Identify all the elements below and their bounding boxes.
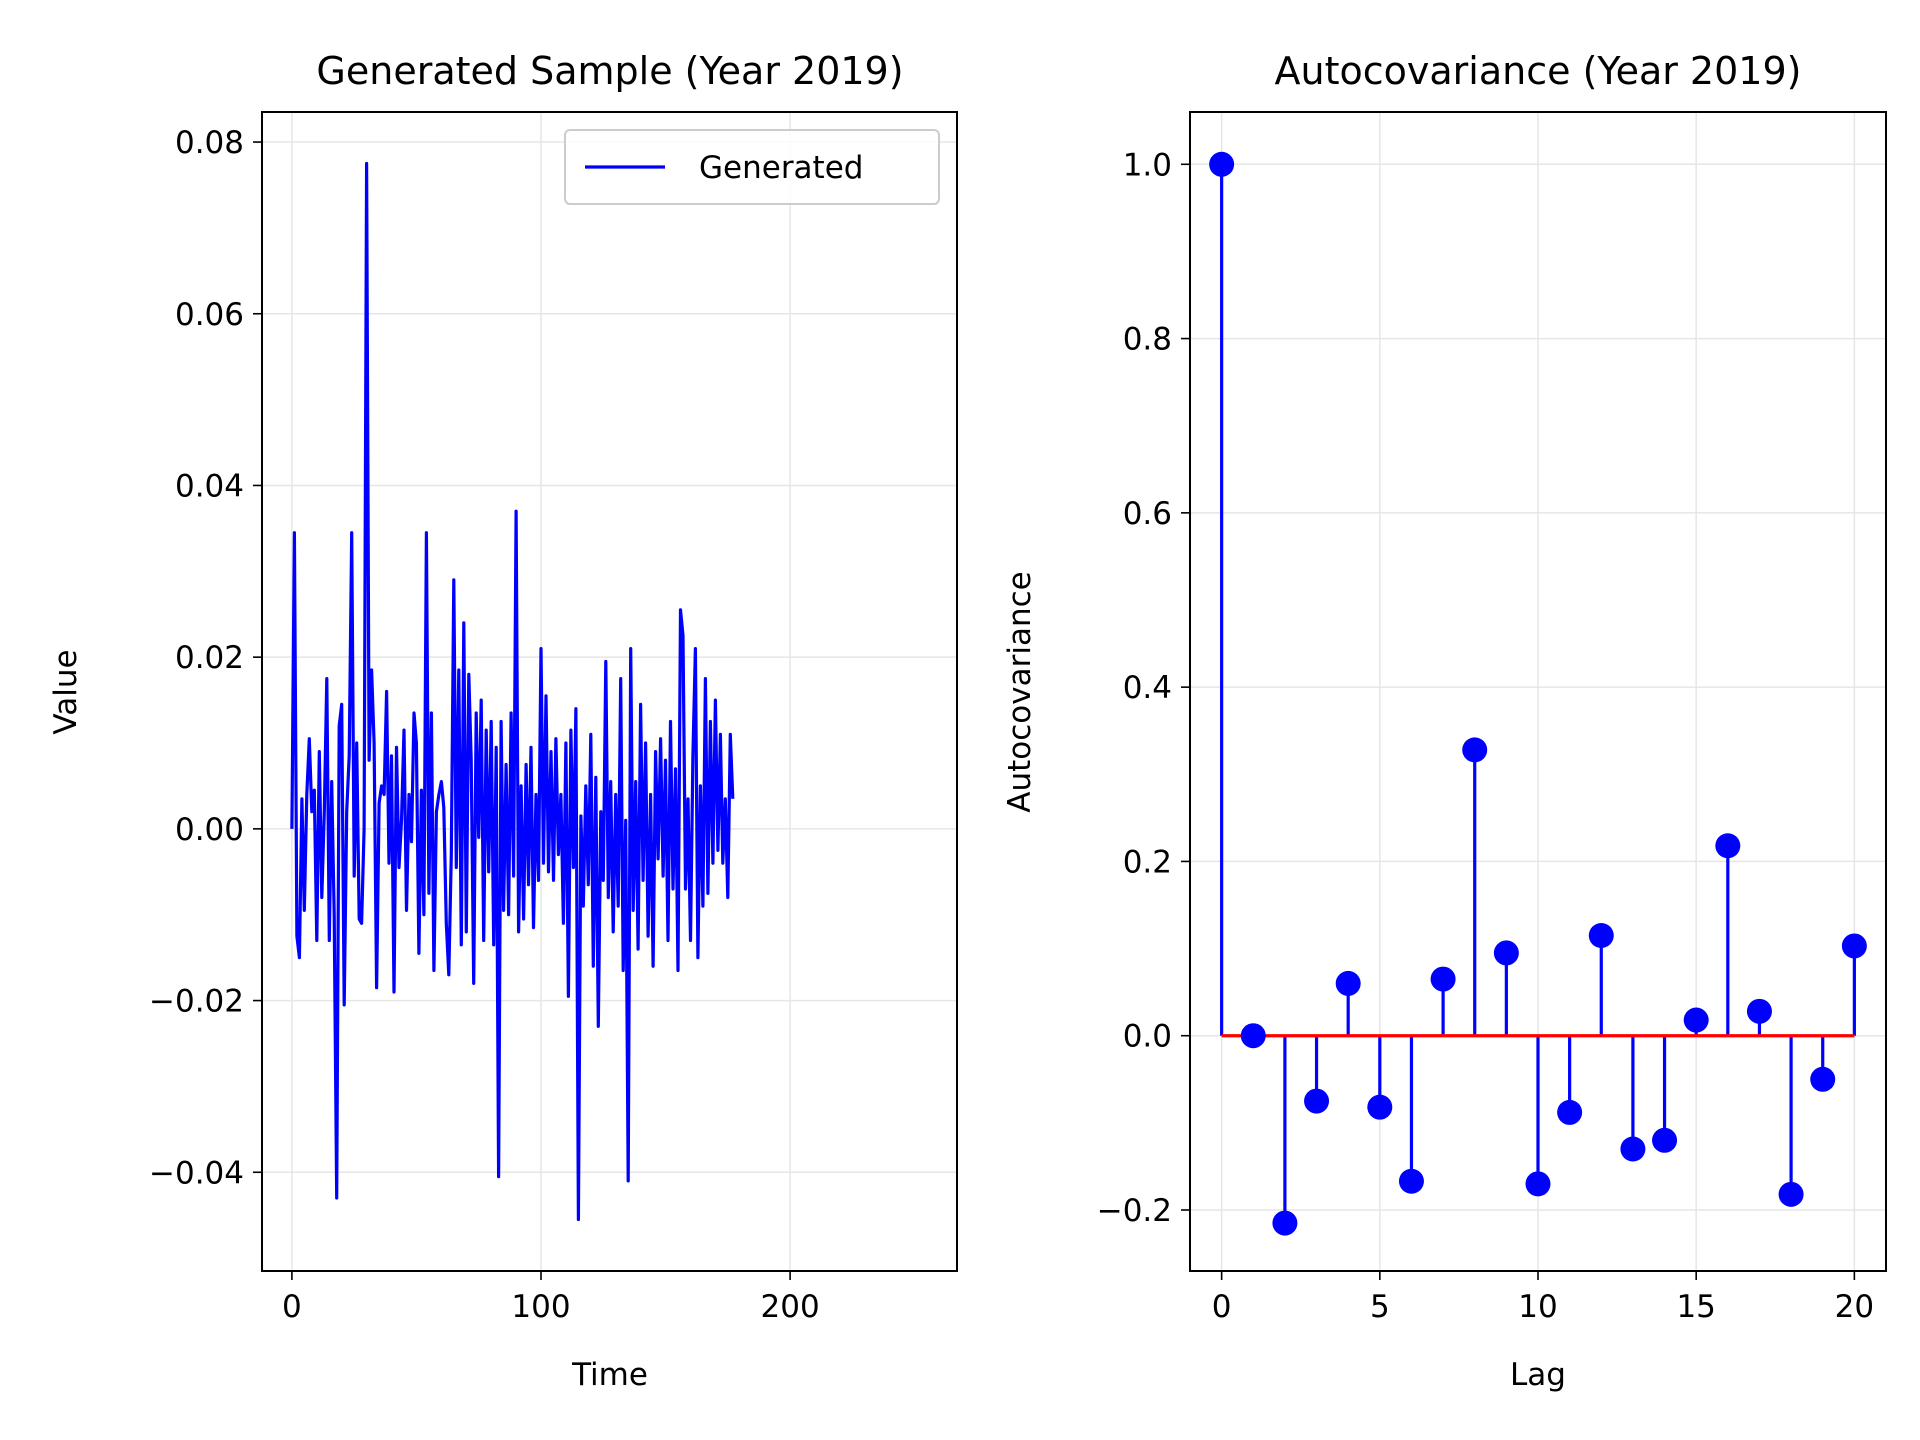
stem-marker <box>1335 970 1361 996</box>
x-tick-label: 0 <box>1212 1289 1232 1325</box>
stem-marker <box>1493 940 1519 966</box>
x-tick-label: 5 <box>1370 1289 1390 1325</box>
stem-marker <box>1841 933 1867 959</box>
stem-marker <box>1652 1127 1678 1153</box>
x-tick-label: 100 <box>511 1289 570 1325</box>
legend-label: Generated <box>699 150 863 186</box>
y-tick-label: 1.0 <box>1123 147 1172 183</box>
plot-area <box>290 161 735 1222</box>
chart-title: Autocovariance (Year 2019) <box>1275 49 1802 93</box>
y-tick-label: 0.08 <box>175 125 244 161</box>
autocovariance-panel: Autocovariance (Year 2019) 0 5 10 15 20−0.20… <box>1002 49 1887 1393</box>
axis-ticks: 0 5 10 15 20 −0.2 0.0 0.2 0.4 0.6 0.8 1.0 <box>1097 147 1874 1325</box>
y-tick-label: 0.2 <box>1123 844 1172 880</box>
y-tick-label: 0.4 <box>1123 670 1172 706</box>
y-tick-label: 0.06 <box>175 297 244 333</box>
stem-marker <box>1746 998 1772 1024</box>
y-tick-label: 0.6 <box>1123 496 1172 532</box>
legend-box <box>564 129 940 205</box>
stem-marker <box>1557 1099 1583 1125</box>
y-tick-label: 0.00 <box>175 812 244 848</box>
plot-area <box>1209 151 1867 1236</box>
stem-marker <box>1398 1168 1424 1194</box>
y-tick-label: 0.8 <box>1123 322 1172 358</box>
y-tick-label: −0.2 <box>1097 1193 1172 1229</box>
stem-marker <box>1209 151 1235 177</box>
axes-frame <box>261 111 958 1272</box>
stem-marker <box>1683 1007 1709 1033</box>
axis-ticks: 0 100 200 −0.04 −0.02 0.00 0.02 0.04 0.06 0.08 <box>149 125 820 1325</box>
stem-marker <box>1810 1066 1836 1092</box>
y-tick-label: −0.02 <box>149 984 244 1020</box>
stem-marker <box>1430 966 1456 992</box>
stem-marker <box>1525 1171 1551 1197</box>
stem-marker <box>1240 1023 1266 1049</box>
stem-marker <box>1715 833 1741 859</box>
chart-title: Generated Sample (Year 2019) <box>316 49 903 93</box>
stem-marker <box>1620 1136 1646 1162</box>
x-tick-label: 10 <box>1518 1289 1557 1325</box>
x-axis-label: Time <box>571 1357 648 1393</box>
x-tick-label: 15 <box>1676 1289 1715 1325</box>
y-axis-label: Value <box>48 649 84 734</box>
stem-marker <box>1778 1181 1804 1207</box>
y-tick-label: 0.02 <box>175 640 244 676</box>
series-line-generated <box>290 161 735 1222</box>
x-tick-label: 200 <box>761 1289 820 1325</box>
stem-marker <box>1462 737 1488 763</box>
x-axis-label: Lag <box>1510 1357 1566 1393</box>
y-axis-label: Autocovariance <box>1002 571 1038 812</box>
x-tick-label: 20 <box>1835 1289 1874 1325</box>
y-tick-label: 0.0 <box>1123 1019 1172 1055</box>
generated-sample-panel: Generated Sample (Year 2019) 0 100 200 −0.0… <box>48 49 958 1393</box>
x-tick-label: 0 <box>282 1289 302 1325</box>
stem-marker <box>1367 1094 1393 1120</box>
stem-marker <box>1588 923 1614 948</box>
stem-marker <box>1304 1088 1330 1114</box>
y-tick-label: −0.04 <box>149 1155 244 1191</box>
legend: Generated <box>564 129 940 205</box>
stem-marker <box>1272 1210 1298 1236</box>
y-tick-label: 0.04 <box>175 468 244 504</box>
